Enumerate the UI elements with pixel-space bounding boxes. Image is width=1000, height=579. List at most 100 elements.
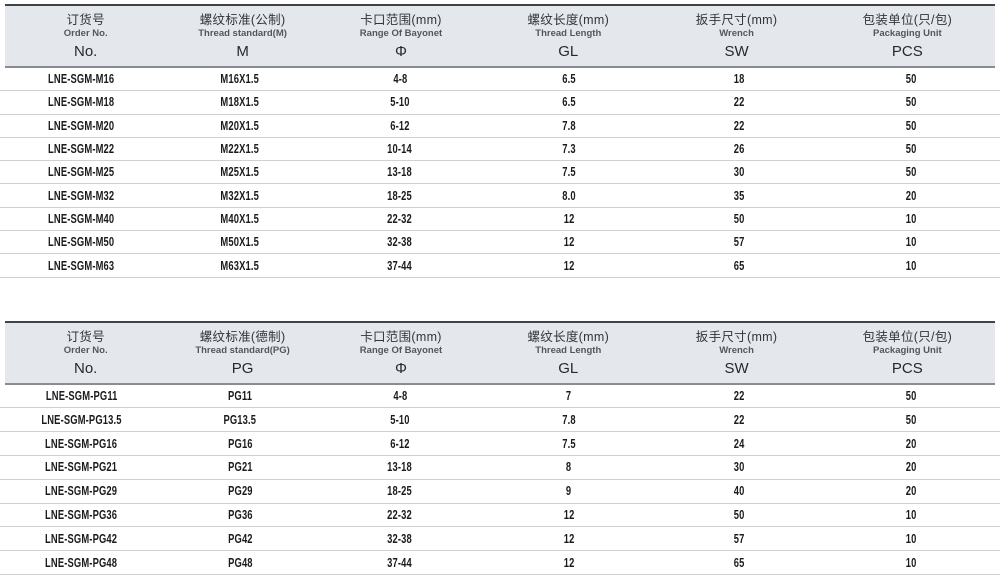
cell: M16X1.5	[163, 70, 317, 88]
cell-value: 22	[733, 389, 745, 404]
column-title-en: Packaging Unit	[873, 345, 942, 357]
cell: LNE-SGM-M50	[0, 233, 163, 251]
cell: 7.5	[483, 435, 655, 453]
cell: LNE-SGM-M25	[0, 163, 163, 181]
column-symbol: No.	[74, 43, 98, 60]
cell: PG16	[163, 435, 317, 453]
cell-value: 22	[733, 412, 745, 427]
cell-value: 13-18	[387, 460, 413, 475]
cell: 12	[483, 530, 655, 548]
cell-value: M20X1.5	[220, 118, 260, 133]
column-title-en: Range Of Bayonet	[359, 28, 443, 40]
cell-value: 35	[733, 188, 745, 203]
column-title-zh: 螺纹长度(mm)	[527, 329, 610, 344]
cell-value: PG13.5	[223, 412, 257, 427]
cell: 18-25	[317, 187, 483, 205]
cell: LNE-SGM-M20	[0, 117, 163, 135]
cell-value: 65	[733, 555, 745, 570]
column-title-zh: 螺纹长度(mm)	[527, 13, 610, 27]
cell-value: 7.8	[562, 118, 576, 133]
cell-value: 10	[906, 531, 917, 546]
table-row: LNE-SGM-M18 M18X1.5 5-10 6.5 22 50	[0, 91, 1000, 115]
cell: 26	[655, 140, 823, 158]
cell-value: M25X1.5	[220, 165, 260, 180]
cell: PG36	[163, 506, 317, 524]
cell: 7	[483, 387, 655, 405]
cell-value: LNE-SGM-M32	[48, 188, 115, 203]
cell-value: 10	[906, 235, 917, 250]
cell: PG48	[163, 554, 317, 572]
column-title-zh: 扳手尺寸(mm)	[695, 13, 778, 27]
table-row: LNE-SGM-M50 M50X1.5 32-38 12 57 10	[0, 231, 1000, 255]
cell: 18-25	[317, 482, 483, 500]
cell: 22	[655, 387, 823, 405]
cell-value: 10	[906, 258, 917, 273]
cell: 35	[655, 187, 823, 205]
table-row: LNE-SGM-M16 M16X1.5 4-8 6.5 18 50	[0, 68, 1000, 92]
cell: 10	[823, 554, 1000, 572]
cell: 10-14	[317, 140, 483, 158]
cell-value: 20	[906, 188, 917, 203]
cell: 4-8	[317, 387, 483, 405]
column-symbol: GL	[558, 359, 579, 377]
cell-value: 50	[906, 412, 917, 427]
cell: 7.5	[483, 163, 655, 181]
cell: 12	[483, 554, 655, 572]
cell: LNE-SGM-PG36	[0, 506, 163, 524]
cell: LNE-SGM-PG21	[0, 458, 163, 476]
column-title-en: Thread standard(M)	[198, 28, 287, 40]
cell-value: 7	[566, 389, 572, 404]
cell-value: 8	[566, 460, 572, 475]
cell: LNE-SGM-PG11	[0, 387, 163, 405]
cell: 22-32	[317, 210, 483, 228]
cell-value: 22	[733, 95, 745, 110]
cell-value: 50	[733, 508, 745, 523]
cell-value: LNE-SGM-M50	[48, 235, 115, 250]
column-title-zh: 螺纹标准(公制)	[199, 13, 286, 27]
table-row: LNE-SGM-M40 M40X1.5 22-32 12 50 10	[0, 208, 1000, 232]
cell: 12	[483, 257, 655, 275]
cell-value: 24	[733, 436, 745, 451]
cell: 5-10	[317, 411, 483, 429]
cell-value: LNE-SGM-M22	[48, 142, 115, 157]
cell: 30	[655, 458, 823, 476]
cell-value: LNE-SGM-M18	[48, 95, 115, 110]
cell: 20	[823, 458, 1000, 476]
cell-value: 65	[733, 258, 745, 273]
cell: 6-12	[317, 435, 483, 453]
cell-value: 7.5	[562, 165, 576, 180]
cell: LNE-SGM-M40	[0, 210, 163, 228]
cell-value: 37-44	[387, 555, 413, 570]
cell-value: LNE-SGM-PG36	[45, 508, 118, 523]
cell: 8	[483, 458, 655, 476]
pg-table-body: LNE-SGM-PG11 PG11 4-8 7 22 50 LNE-SGM-PG13.5 PG…	[0, 385, 1000, 576]
cell-value: 20	[906, 484, 917, 499]
column-symbol: Φ	[394, 359, 407, 377]
cell: 37-44	[317, 554, 483, 572]
column-header-gl: 螺纹长度(mm) Thread Length GL	[483, 323, 653, 383]
cell: 57	[655, 233, 823, 251]
cell-value: 6.5	[562, 72, 576, 87]
cell: 65	[655, 257, 823, 275]
cell-value: PG29	[227, 484, 253, 499]
cell-value: 13-18	[387, 165, 413, 180]
cell-value: 22	[733, 118, 745, 133]
cell: 32-38	[317, 233, 483, 251]
cell: 22	[655, 117, 823, 135]
cell: 50	[655, 210, 823, 228]
cell-value: PG21	[227, 460, 253, 475]
cell: PG42	[163, 530, 317, 548]
cell: LNE-SGM-PG13.5	[0, 411, 163, 429]
column-symbol: PCS	[891, 359, 923, 377]
cell: 50	[655, 506, 823, 524]
cell-value: LNE-SGM-PG42	[45, 531, 118, 546]
cell-value: 50	[906, 118, 917, 133]
cell: M22X1.5	[163, 140, 317, 158]
cell-value: 9	[566, 484, 572, 499]
cell-value: LNE-SGM-PG21	[45, 460, 118, 475]
cell-value: 32-38	[387, 531, 413, 546]
column-title-zh: 螺纹标准(德制)	[199, 329, 286, 344]
cell-value: 12	[563, 211, 575, 226]
table-row: LNE-SGM-M20 M20X1.5 6-12 7.8 22 50	[0, 115, 1000, 138]
cell-value: 7.8	[562, 412, 576, 427]
